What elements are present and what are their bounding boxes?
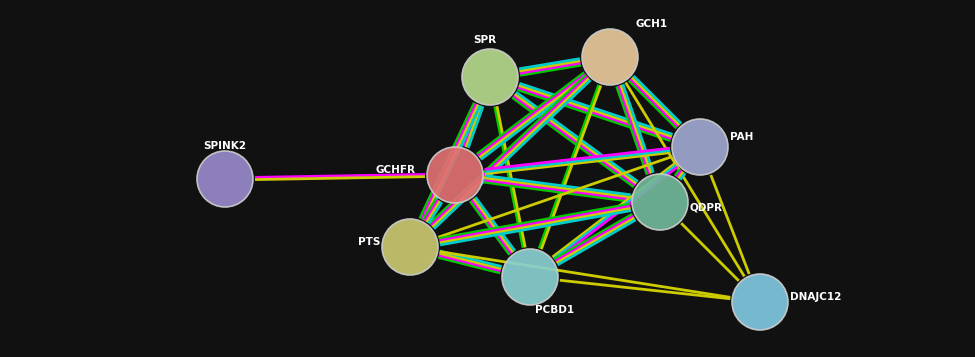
Circle shape <box>732 274 788 330</box>
Circle shape <box>382 219 438 275</box>
Circle shape <box>632 174 688 230</box>
Text: SPR: SPR <box>474 35 496 45</box>
Circle shape <box>462 49 518 105</box>
Text: GCHFR: GCHFR <box>375 165 415 175</box>
Text: DNAJC12: DNAJC12 <box>790 292 841 302</box>
Circle shape <box>427 147 483 203</box>
Text: SPINK2: SPINK2 <box>204 141 247 151</box>
Circle shape <box>502 249 558 305</box>
Text: PCBD1: PCBD1 <box>535 305 574 315</box>
Circle shape <box>197 151 253 207</box>
Text: PTS: PTS <box>358 237 380 247</box>
Text: QDPR: QDPR <box>690 202 723 212</box>
Text: GCH1: GCH1 <box>635 19 667 29</box>
Circle shape <box>672 119 728 175</box>
Circle shape <box>582 29 638 85</box>
Text: PAH: PAH <box>730 132 754 142</box>
